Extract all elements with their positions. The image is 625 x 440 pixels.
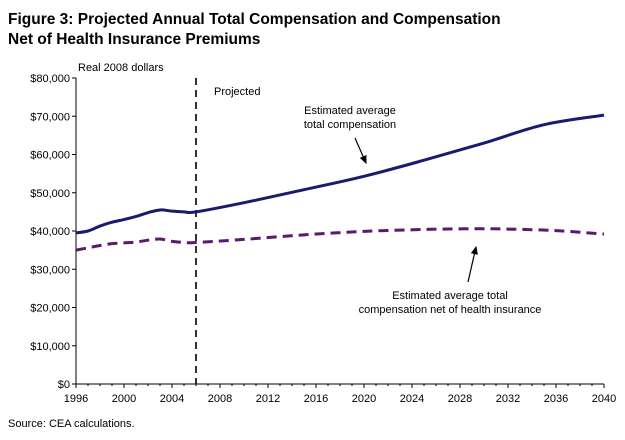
annotation-line: total compensation bbox=[304, 119, 396, 131]
x-tick-label: 2012 bbox=[256, 393, 280, 405]
x-tick-label: 2016 bbox=[304, 393, 328, 405]
y-tick-label: $60,000 bbox=[30, 150, 70, 162]
chart-title: Figure 3: Projected Annual Total Compens… bbox=[8, 10, 608, 50]
total-compensation-line bbox=[75, 113, 605, 235]
x-tick-label: 2008 bbox=[208, 393, 232, 405]
y-tick-label: $10,000 bbox=[30, 341, 70, 353]
y-axis-label: Real 2008 dollars bbox=[78, 62, 164, 74]
x-tick-label: 2000 bbox=[112, 393, 136, 405]
total-compensation-arrow bbox=[354, 137, 367, 165]
x-tick-label: 1996 bbox=[64, 393, 88, 405]
series-lines bbox=[75, 113, 605, 252]
projected-label: Projected bbox=[214, 86, 260, 98]
chart-title-line-1: Figure 3: Projected Annual Total Compens… bbox=[8, 11, 501, 28]
x-tick-label: 2020 bbox=[352, 393, 376, 405]
y-tick-label: $30,000 bbox=[30, 264, 70, 276]
x-tick-label: 2036 bbox=[544, 393, 568, 405]
annotation-line: Estimated average bbox=[304, 105, 396, 117]
annotation-line: Estimated average total bbox=[392, 290, 508, 302]
x-tick-label: 2004 bbox=[160, 393, 184, 405]
x-tick-label: 2024 bbox=[400, 393, 424, 405]
y-tick-label: $40,000 bbox=[30, 226, 70, 238]
axes: $0 $10,000 $20,000 $30,000 $40,000 $50,000 $60… bbox=[30, 73, 616, 405]
y-tick-label: $80,000 bbox=[30, 73, 70, 85]
chart-title-line-2: Net of Health Insurance Premiums bbox=[8, 31, 261, 48]
net-compensation-line bbox=[75, 227, 605, 252]
annotation-line: compensation net of health insurance bbox=[359, 304, 542, 316]
x-tick-label: 2032 bbox=[496, 393, 520, 405]
x-tick-label: 2040 bbox=[592, 393, 616, 405]
y-tick-label: $0 bbox=[58, 379, 70, 391]
y-tick-label: $50,000 bbox=[30, 188, 70, 200]
y-tick-label: $70,000 bbox=[30, 111, 70, 123]
source-note: Source: CEA calculations. bbox=[8, 418, 135, 430]
x-tick-label: 2028 bbox=[448, 393, 472, 405]
net-compensation-annotation: Estimated average total compensation net … bbox=[359, 290, 542, 316]
net-compensation-arrow bbox=[467, 245, 478, 283]
total-compensation-annotation: Estimated average total compensation bbox=[304, 105, 396, 131]
annotations: Estimated average total compensationEstim… bbox=[304, 105, 542, 316]
y-tick-label: $20,000 bbox=[30, 303, 70, 315]
